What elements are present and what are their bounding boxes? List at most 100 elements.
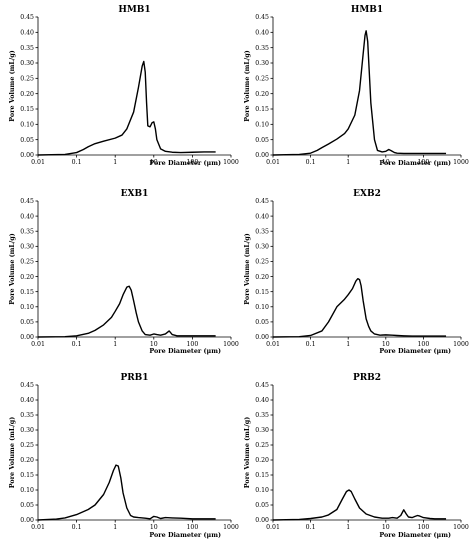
y-tick-label: 0.20 [255,274,269,281]
y-tick-label: 0.45 [20,198,34,205]
y-tick-label: 0.30 [20,427,34,434]
y-tick-label: 0.05 [20,319,34,326]
x-tick-label: 100 [186,159,198,166]
y-tick-label: 0.30 [255,60,269,67]
chart-title: HMB1 [118,5,150,15]
x-tick-label: 10 [382,341,390,348]
y-tick-label: 0.15 [20,472,34,479]
chart-panel: EXB1 0.00 0.05 0.10 0.15 0.20 0.25 0.30 0.35 0.40… [8,189,239,355]
y-tick-label: 0.40 [20,213,34,220]
x-tick-label: 100 [186,524,198,531]
x-tick-label: 0.01 [31,159,45,166]
x-tick-label: 10 [150,159,158,166]
y-tick-label: 0.15 [20,289,34,296]
y-tick-label: 0.35 [20,45,34,52]
y-tick-label: 0.25 [20,76,34,83]
x-tick-label: 10 [150,341,158,348]
x-tick-label: 0.01 [266,524,280,531]
x-tick-label: 1000 [223,524,239,531]
x-tick-label: 0.01 [266,341,280,348]
y-tick-label: 0.25 [20,442,34,449]
x-tick-label: 10 [382,159,390,166]
y-tick-label: 0.45 [255,14,269,21]
x-tick-label: 0.01 [31,524,45,531]
chart-panel: PRB2 0.00 0.05 0.10 0.15 0.20 0.25 0.30 0.35 0.40… [243,373,469,539]
x-tick-label: 100 [186,341,198,348]
chart-panel: HMB1 0.00 0.05 0.10 0.15 0.20 0.25 0.30 0.35 0.40… [243,5,469,167]
x-tick-label: 0.01 [266,159,280,166]
x-tick-label: 0.1 [72,159,82,166]
y-tick-label: 0.35 [20,412,34,419]
y-tick-label: 0.20 [20,274,34,281]
y-tick-label: 0.20 [20,457,34,464]
series-line [272,489,447,521]
y-tick-label: 0.10 [255,304,269,311]
chart-title: HMB1 [351,5,383,15]
y-tick-label: 0.35 [255,412,269,419]
y-tick-label: 0.00 [255,517,269,524]
y-tick-label: 0.45 [255,198,269,205]
x-tick-label: 0.1 [72,524,82,531]
chart-panel: HMB1 0.00 0.05 0.10 0.15 0.20 0.25 0.30 0.35 0.40… [8,5,239,167]
y-axis-label: Pore Volume (mL/g) [8,417,16,488]
x-tick-label: 10 [150,524,158,531]
series-line [272,30,447,156]
y-tick-label: 0.40 [20,397,34,404]
y-tick-label: 0.25 [255,259,269,266]
x-tick-label: 10 [382,524,390,531]
y-tick-label: 0.35 [20,228,34,235]
y-tick-label: 0.45 [255,382,269,389]
chart-title: EXB1 [121,189,149,199]
x-axis-label: Pore Diameter (μm) [379,347,451,355]
x-tick-label: 100 [417,341,429,348]
series-line [37,464,216,521]
x-tick-label: 100 [417,524,429,531]
y-axis-label: Pore Volume (mL/g) [8,233,16,304]
chart-panel: EXB2 0.00 0.05 0.10 0.15 0.20 0.25 0.30 0.35 0.40… [243,189,469,355]
x-axis-label: Pore Diameter (μm) [149,347,221,355]
chart-title: EXB2 [353,189,381,199]
y-tick-label: 0.20 [255,457,269,464]
y-tick-label: 0.30 [20,60,34,67]
y-tick-label: 0.45 [20,14,34,21]
y-tick-label: 0.40 [255,213,269,220]
y-tick-label: 0.05 [255,319,269,326]
y-tick-label: 0.45 [20,382,34,389]
y-tick-label: 0.15 [20,106,34,113]
y-tick-label: 0.25 [255,76,269,83]
y-tick-label: 0.00 [20,152,34,159]
y-axis-label: Pore Volume (mL/g) [243,50,251,121]
x-tick-label: 1 [346,524,350,531]
y-tick-label: 0.15 [255,472,269,479]
y-tick-label: 0.00 [20,334,34,341]
x-tick-label: 1000 [223,341,239,348]
x-tick-label: 1000 [223,159,239,166]
x-tick-label: 1 [113,341,117,348]
chart-panel: PRB1 0.00 0.05 0.10 0.15 0.20 0.25 0.30 0.35 0.40… [8,373,239,539]
y-tick-label: 0.10 [20,487,34,494]
y-tick-label: 0.20 [255,91,269,98]
series-line [37,285,216,338]
chart-title: PRB2 [353,373,381,383]
y-tick-label: 0.25 [20,259,34,266]
series-line [37,60,216,156]
x-tick-label: 1000 [453,159,469,166]
x-tick-label: 1000 [453,341,469,348]
y-tick-label: 0.15 [255,289,269,296]
y-tick-label: 0.05 [20,137,34,144]
chart-title: PRB1 [120,373,148,383]
y-tick-label: 0.40 [255,30,269,37]
y-tick-label: 0.10 [20,122,34,129]
y-axis-label: Pore Volume (mL/g) [243,417,251,488]
y-axis-label: Pore Volume (mL/g) [243,233,251,304]
y-tick-label: 0.00 [255,152,269,159]
y-tick-label: 0.30 [20,244,34,251]
y-tick-label: 0.05 [255,137,269,144]
y-tick-label: 0.30 [255,244,269,251]
series-line [272,277,447,338]
y-tick-label: 0.05 [20,502,34,509]
x-axis-label: Pore Diameter (μm) [379,531,451,539]
x-tick-label: 1 [113,524,117,531]
x-tick-label: 0.01 [31,341,45,348]
